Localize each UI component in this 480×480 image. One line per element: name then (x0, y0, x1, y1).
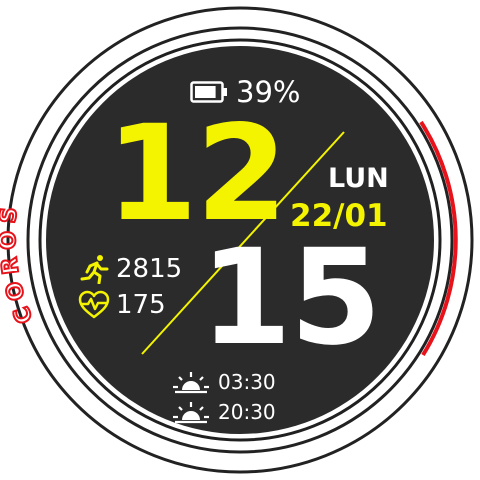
running-person-icon (80, 255, 109, 284)
minute-display: 15 (200, 221, 382, 375)
sunrise-complication: 03:30 (172, 368, 276, 396)
heart-rate-value: 175 (116, 290, 166, 320)
heart-pulse-icon (78, 290, 110, 319)
red-accent-arc (419, 120, 458, 357)
steps-complication: 2815 (78, 252, 182, 286)
steps-value: 2815 (116, 254, 183, 284)
middle-bezel-ring (26, 26, 454, 454)
hour-display: 12 (106, 97, 288, 251)
battery-icon (190, 81, 227, 103)
sunset-time: 20:30 (218, 400, 276, 424)
sunset-complication: 20:30 (172, 398, 276, 426)
heart-rate-complication: 175 (78, 288, 166, 322)
brand-logo: COROS (0, 199, 38, 327)
sunset-icon (173, 402, 209, 424)
dial-outline-ring (38, 38, 442, 442)
sunrise-icon (173, 372, 209, 394)
battery-indicator: 39% (190, 74, 300, 110)
weekday-label: LUN (328, 163, 389, 194)
outer-bezel-ring (6, 6, 474, 474)
battery-percent: 39% (236, 75, 301, 109)
sunrise-time: 03:30 (218, 370, 276, 394)
date-label: 22/01 (290, 198, 388, 234)
diagonal-divider (141, 131, 345, 355)
dial-background (46, 46, 434, 434)
